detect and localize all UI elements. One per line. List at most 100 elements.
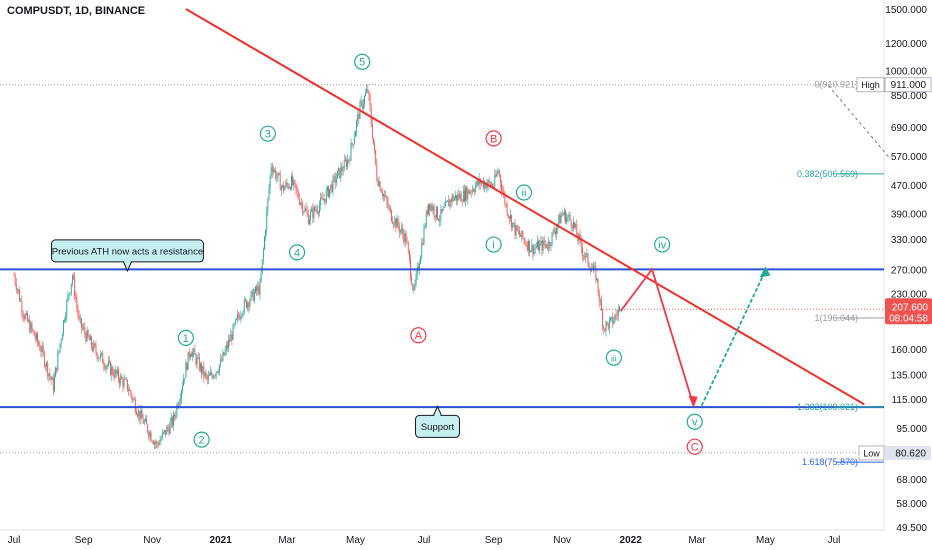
candle-body (470, 191, 472, 193)
candle-body (451, 195, 453, 202)
candle-body (540, 240, 542, 244)
candle-body (264, 237, 265, 250)
candle-body (153, 442, 155, 445)
candle-body (261, 259, 263, 273)
candle-body (532, 244, 534, 255)
candle-body (502, 190, 504, 192)
candle-body (129, 390, 131, 392)
last-price-value: 207.600 (892, 302, 929, 313)
candle-body (617, 309, 619, 316)
callout-pointer (433, 405, 442, 416)
candle-body (472, 189, 474, 192)
candle-body (508, 216, 510, 219)
candle-body (285, 182, 287, 188)
candle-body (182, 385, 183, 391)
projection-down-arrowhead (688, 395, 698, 408)
candle-body (127, 379, 128, 390)
candle-body (192, 352, 194, 357)
candle-body (339, 168, 341, 178)
last-price-tag (885, 298, 932, 325)
candle-body (477, 180, 479, 185)
candle-body (376, 163, 378, 181)
candle-body (164, 429, 165, 432)
candle-body (226, 345, 228, 349)
candle-body (214, 375, 216, 377)
candle-body (549, 241, 551, 246)
y-tick-label: 160.000 (891, 345, 928, 356)
candle-body (293, 180, 295, 185)
candle-body (390, 209, 392, 222)
candle-body (125, 379, 127, 380)
candle-body (69, 292, 71, 295)
candle-body (544, 244, 546, 245)
candle-body (467, 189, 469, 200)
candle-body (553, 230, 555, 233)
candle-body (538, 240, 540, 251)
candle-body (216, 371, 218, 373)
candle-body (530, 250, 532, 253)
x-tick-label: Sep (485, 535, 503, 546)
candle-body (196, 357, 198, 365)
candle-body (106, 365, 108, 366)
candle-body (542, 240, 544, 251)
candle-body (291, 175, 292, 190)
candle-body (265, 230, 267, 238)
candle-body (304, 208, 306, 212)
candle-body (334, 176, 336, 184)
candle-body (247, 302, 249, 308)
candle-body (494, 174, 496, 187)
candle-body (116, 369, 118, 374)
candle-body (601, 300, 602, 311)
wave-label-i: i (485, 236, 502, 253)
candle-body (375, 149, 377, 164)
candle-body (275, 169, 277, 179)
candle-body (459, 193, 461, 199)
candle-body (548, 241, 550, 249)
candle-body (56, 367, 58, 371)
wave-label-c: C (686, 438, 703, 455)
candle-body (496, 172, 498, 177)
candle-body (209, 375, 210, 376)
candle-body (576, 224, 578, 236)
candle-body (80, 318, 82, 328)
candle-body (152, 441, 154, 445)
candle-body (561, 213, 563, 216)
candle-body (476, 180, 478, 186)
candle-body (506, 204, 508, 215)
candle-body (613, 320, 615, 324)
candle-body (75, 296, 77, 299)
candle-body (471, 189, 473, 193)
candle-body (565, 210, 566, 223)
candle-body (528, 240, 529, 251)
candle-body (507, 214, 509, 217)
candle-body (439, 220, 441, 222)
candle-body (501, 183, 502, 191)
candle-body (103, 363, 105, 367)
candle-body (73, 275, 74, 278)
candle-body (60, 340, 62, 344)
candle-body (403, 233, 405, 243)
candle-body (341, 167, 343, 172)
candle-body (279, 174, 281, 191)
wave-label-text: 1 (183, 333, 189, 345)
candle-body (100, 353, 101, 358)
candle-body (64, 320, 65, 322)
candle-body (138, 410, 140, 416)
candle-body (559, 215, 561, 224)
candle-body (191, 354, 192, 357)
candle-body (165, 429, 167, 435)
candle-body (283, 185, 285, 191)
y-tick-label: 270.000 (891, 265, 928, 276)
candle-body (320, 197, 322, 206)
candle-body (197, 357, 199, 359)
candle-body (299, 203, 301, 205)
candle-body (484, 182, 486, 188)
candle-body (552, 230, 554, 233)
candle-body (19, 290, 21, 301)
candle-body (121, 376, 123, 380)
candle-body (203, 365, 205, 377)
candle-body (535, 247, 537, 248)
candle-body (515, 225, 517, 236)
candle-body (424, 226, 426, 228)
